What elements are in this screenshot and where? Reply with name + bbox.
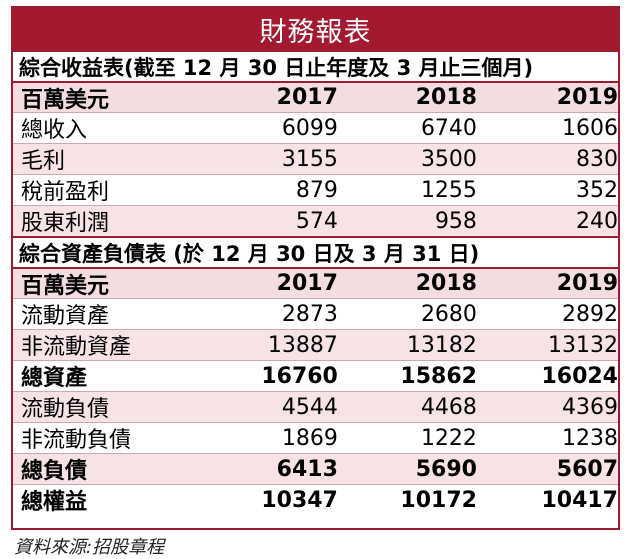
cell-value: 240 [576, 208, 618, 234]
row-label: 非流動負債 [21, 428, 132, 453]
row-label: 總權益 [21, 490, 88, 515]
table-row: 稅前盈利 879 1255 352 [13, 174, 618, 205]
row-label: 總資產 [21, 366, 88, 391]
income-section-heading: 綜合收益表(截至 12 月 30 日止年度及 3 月止三個月) [13, 50, 618, 81]
cell-value: 6413 [276, 456, 338, 482]
row-label: 流動資產 [21, 304, 110, 329]
cell-value: 13182 [406, 332, 477, 358]
table-row: 股東利潤 574 958 240 [13, 205, 618, 236]
cell-value: 13132 [548, 332, 618, 358]
balance-section-heading: 綜合資產負債表 (於 12 月 30 日及 3 月 31 日) [13, 236, 618, 267]
cell-value: 574 [295, 208, 338, 234]
cell-value: 6740 [420, 115, 477, 141]
cell-value: 1606 [562, 115, 618, 141]
year-header: 2019 [556, 85, 618, 110]
cell-value: 352 [576, 177, 618, 203]
table-row: 非流動負債 1869 1222 1238 [13, 422, 618, 453]
cell-value: 2892 [562, 301, 618, 327]
cell-value: 1238 [562, 425, 618, 451]
cell-value: 10417 [541, 487, 618, 513]
year-header: 2019 [556, 271, 618, 296]
table-row: 流動資產 2873 2680 2892 [13, 298, 618, 329]
table-row: 總收入 6099 6740 1606 [13, 112, 618, 143]
cell-value: 3500 [420, 146, 477, 172]
cell-value: 4468 [420, 394, 477, 420]
row-label: 總負債 [21, 459, 88, 484]
cell-value: 4369 [562, 394, 618, 420]
table-row: 毛利 3155 3500 830 [13, 143, 618, 174]
cell-value: 958 [434, 208, 477, 234]
table-row-total: 總資產 16760 15862 16024 [13, 360, 618, 391]
row-label: 股東利潤 [21, 211, 110, 236]
row-label: 毛利 [21, 149, 66, 174]
cell-value: 1222 [420, 425, 477, 451]
table-row: 非流動資產 13887 13182 13132 [13, 329, 618, 360]
cell-value: 6099 [281, 115, 338, 141]
table-row-total: 總權益 10347 10172 10417 [13, 484, 618, 515]
row-label: 稅前盈利 [21, 180, 110, 205]
cell-value: 830 [576, 146, 618, 172]
cell-value: 3155 [281, 146, 338, 172]
cell-value: 10347 [261, 487, 338, 513]
table-row-total: 總負債 6413 5690 5607 [13, 453, 618, 484]
row-label: 非流動資產 [21, 335, 132, 360]
unit-label: 百萬美元 [21, 273, 110, 299]
cell-value: 1255 [420, 177, 477, 203]
unit-label: 百萬美元 [21, 87, 110, 113]
year-header: 2018 [415, 85, 477, 110]
table-title: 財務報表 [13, 8, 618, 50]
year-header: 2017 [276, 271, 338, 296]
cell-value: 5607 [556, 456, 618, 482]
income-header-row: 百萬美元 2017 2018 2019 [13, 81, 618, 113]
balance-header-row: 百萬美元 2017 2018 2019 [13, 267, 618, 299]
cell-value: 2680 [420, 301, 477, 327]
cell-value: 16024 [541, 363, 618, 389]
cell-value: 16760 [261, 363, 338, 389]
top-strip [0, 0, 625, 8]
row-label: 流動負債 [21, 397, 110, 422]
cell-value: 15862 [400, 363, 477, 389]
cell-value: 5690 [415, 456, 477, 482]
year-header: 2018 [415, 271, 477, 296]
row-label: 總收入 [21, 118, 88, 143]
financial-table: 財務報表 綜合收益表(截至 12 月 30 日止年度及 3 月止三個月) 百萬美… [11, 6, 620, 530]
year-header: 2017 [276, 85, 338, 110]
cell-value: 879 [295, 177, 338, 203]
source-note: 資料來源:招股章程 [14, 537, 165, 558]
cell-value: 1869 [281, 425, 338, 451]
cell-value: 10172 [400, 487, 477, 513]
cell-value: 13887 [267, 332, 338, 358]
cell-value: 4544 [281, 394, 338, 420]
cell-value: 2873 [281, 301, 338, 327]
table-row: 流動負債 4544 4468 4369 [13, 391, 618, 422]
